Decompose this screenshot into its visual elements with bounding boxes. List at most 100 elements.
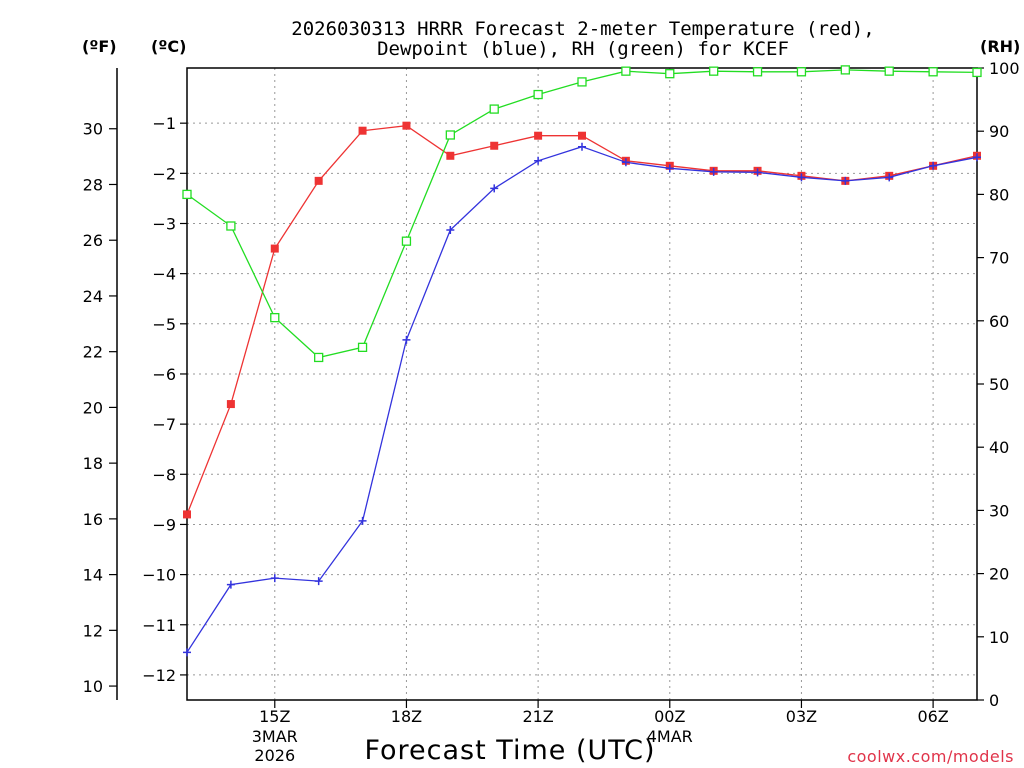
fahrenheit-unit-label: (ºF): [82, 37, 117, 56]
celsius-tick-label: −3: [152, 214, 176, 233]
celsius-tick-label: −9: [152, 515, 176, 534]
celsius-tick-label: −12: [142, 666, 176, 685]
dewpoint-point: [490, 184, 499, 193]
grid: [187, 68, 977, 700]
plot-frame: [186, 67, 978, 701]
rh-series-line: [186, 69, 978, 359]
rh-point: [357, 342, 368, 352]
rh-point: [314, 352, 324, 363]
temperature-point: [226, 400, 235, 409]
rh-tick-label: 10: [989, 628, 1009, 647]
chart-title-line2: Dewpoint (blue), RH (green) for KCEF: [377, 38, 789, 60]
dewpoint-point: [973, 153, 981, 162]
celsius-tick-label: −10: [142, 566, 176, 585]
dewpoint-point: [753, 168, 762, 177]
rh-point: [621, 66, 631, 76]
dewpoint-point: [534, 156, 543, 165]
celsius-unit-label: (ºC): [151, 37, 186, 56]
fahrenheit-tick-label: 18: [83, 454, 103, 473]
rh-point: [533, 89, 543, 100]
celsius-tick-label: −4: [152, 265, 176, 284]
x-tick-label: 00Z: [654, 707, 685, 726]
temperature-point: [446, 151, 455, 160]
temperature-point: [358, 126, 367, 135]
rh-point: [226, 221, 236, 231]
x-tick-label: 18Z: [391, 707, 422, 726]
rh-tick-label: 80: [989, 185, 1009, 204]
fahrenheit-tick-label: 16: [83, 510, 103, 529]
x-tick-label: 21Z: [522, 707, 553, 726]
dewpoint-point: [314, 577, 323, 586]
rh-point: [840, 65, 850, 75]
x-axis-title: Forecast Time (UTC): [364, 735, 655, 766]
rh-point: [577, 77, 587, 87]
rh-point: [270, 312, 280, 323]
rh-point: [796, 67, 807, 77]
rh-point: [182, 189, 192, 200]
x-tick-date-label: 4MAR: [647, 727, 693, 746]
rh-tick-label: 90: [989, 122, 1009, 141]
rh-point: [445, 130, 455, 140]
rh-point: [665, 69, 675, 79]
dewpoint-point: [709, 167, 718, 176]
dewpoint-point: [885, 173, 894, 182]
fahrenheit-tick-label: 14: [83, 566, 103, 585]
celsius-tick-label: −7: [152, 415, 176, 434]
rh-tick-label: 70: [989, 249, 1009, 268]
rh-tick-label: 20: [989, 565, 1009, 584]
dewpoint-point: [621, 158, 630, 167]
temperature-point: [183, 510, 191, 519]
fahrenheit-tick-label: 20: [83, 398, 103, 417]
rh-point: [401, 236, 412, 246]
rh-point: [884, 66, 894, 76]
chart-title-line1: 2026030313 HRRR Forecast 2-meter Tempera…: [291, 18, 874, 40]
rh-tick-label: 30: [989, 501, 1009, 520]
x-tick-label: 06Z: [917, 707, 948, 726]
fahrenheit-tick-label: 28: [83, 175, 103, 194]
series-layer: [182, 65, 982, 657]
x-tick-label: 15Z: [259, 707, 290, 726]
celsius-tick-label: −2: [152, 164, 176, 183]
celsius-tick-label: −6: [152, 365, 176, 384]
dewpoint-point: [929, 161, 938, 170]
celsius-tick-label: −11: [142, 616, 176, 635]
temperature-series-line: [186, 125, 978, 515]
dewpoint-point: [226, 580, 235, 589]
fahrenheit-tick-label: 26: [83, 231, 103, 250]
dewpoint-series-line: [186, 146, 978, 653]
celsius-axis-ticks: −1 −2 −3 −4 −5 −6 −7 −8 −9 −10 −11 −12: [142, 114, 187, 685]
rh-point: [709, 66, 719, 76]
dewpoint-point: [797, 173, 806, 182]
temperature-point: [490, 141, 499, 150]
dewpoint-point: [841, 176, 850, 185]
rh-point: [928, 67, 938, 77]
temperature-point: [534, 131, 543, 140]
rh-tick-label: 0: [989, 691, 999, 710]
x-tick-date-label: 3MAR: [252, 727, 298, 746]
rh-point: [489, 104, 499, 114]
rh-tick-label: 50: [989, 375, 1009, 394]
rh-unit-label: (RH): [980, 37, 1020, 56]
fahrenheit-tick-label: 30: [83, 120, 103, 139]
temperature-point: [402, 121, 411, 130]
temperature-point: [578, 131, 586, 140]
fahrenheit-tick-label: 22: [83, 343, 103, 362]
temperature-point: [314, 176, 323, 185]
dewpoint-point: [446, 226, 455, 235]
fahrenheit-axis-ticks: 30 28 26 24 22 20 18 16 14 12 10: [83, 120, 117, 696]
dewpoint-point: [665, 164, 674, 173]
fahrenheit-tick-label: 24: [83, 287, 103, 306]
dewpoint-point: [578, 142, 586, 151]
rh-tick-label: 40: [989, 438, 1009, 457]
fahrenheit-tick-label: 12: [83, 621, 103, 640]
rh-point: [752, 67, 763, 77]
fahrenheit-tick-label: 10: [83, 677, 103, 696]
x-tick-year-label: 2026: [254, 746, 295, 765]
credit-label: coolwx.com/models: [847, 747, 1014, 766]
temperature-point: [270, 244, 279, 253]
dewpoint-point: [358, 516, 367, 525]
celsius-tick-label: −5: [152, 315, 176, 334]
dewpoint-point: [183, 648, 191, 657]
rh-point: [972, 67, 982, 78]
